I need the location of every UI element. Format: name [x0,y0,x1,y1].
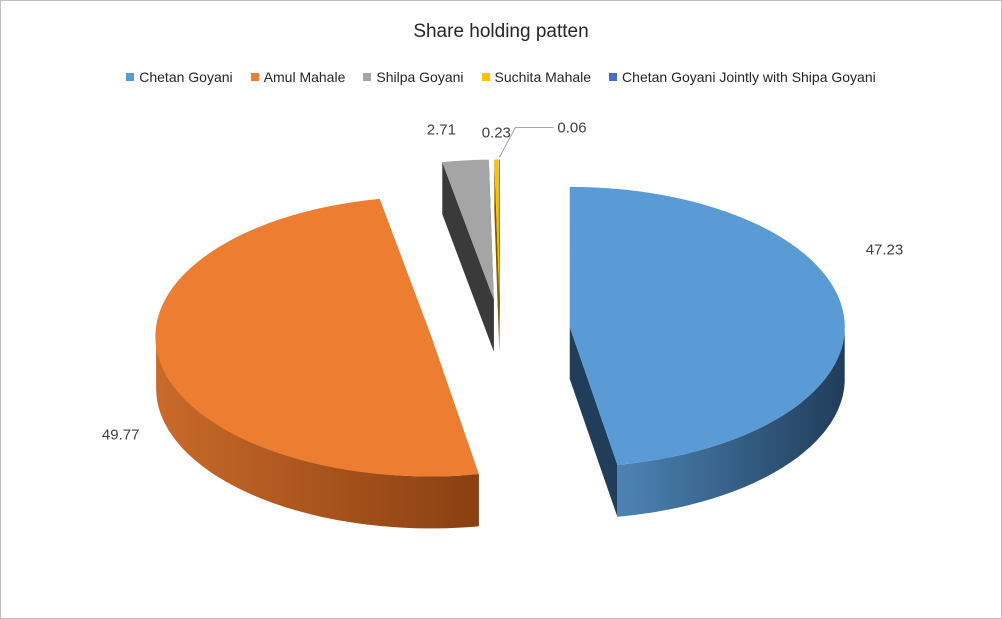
slice-amul-mahale [155,198,479,477]
legend-label: Shilpa Goyani [376,69,464,85]
slice-wall-chetan-goyani-jointly-with-shipa-goyani [498,159,500,352]
chart-title: Share holding patten [413,21,589,42]
legend-swatch [609,73,618,81]
legend-label: Chetan Goyani [139,69,233,85]
legend-label: Amul Mahale [263,69,346,85]
slice-shilpa-goyani [442,159,494,300]
slice-wall-suchita-mahale [494,159,500,352]
chart-legend: Chetan Goyani Amul Mahale Shilpa Goyani Suc… [1,69,1001,85]
slice-wall-shilpa-goyani [442,162,494,352]
pie-tops [155,159,845,477]
legend-item-amul-mahale: Amul Mahale [250,69,346,85]
legend-swatch [126,73,135,81]
legend-label: Suchita Mahale [494,69,592,85]
slice-side-chetan-goyani [617,326,845,517]
data-label-amul-mahale: 49.77 [102,427,140,444]
legend-label: Chetan Goyani Jointly with Shipa Goyani [622,69,876,85]
data-label-chetan-goyani: 47.23 [866,242,904,259]
slice-chetan-goyani [569,186,845,465]
legend-item-chetan-goyani: Chetan Goyani [126,69,233,85]
legend-item-suchita-mahale: Suchita Mahale [481,69,592,85]
data-label-chetan-goyani-jointly-with-shipa-goyani: 0.06 [557,120,586,137]
legend-swatch [481,73,490,81]
data-label-shilpa-goyani: 2.71 [427,121,456,138]
legend-item-shilpa-goyani: Shilpa Goyani [363,69,464,85]
data-labels: 47.23 49.77 2.71 0.23 0.06 [102,120,903,444]
slice-side-amul-mahale [156,336,479,529]
leader-line-chetan-goyani-jointly-with-shipa-goyani [498,126,554,158]
data-label-suchita-mahale: 0.23 [482,125,511,142]
legend-swatch [363,73,372,81]
legend-item-chetan-goyani-jointly-with-shipa-goyani: Chetan Goyani Jointly with Shipa Goyani [609,69,876,85]
legend-swatch [250,73,259,81]
slice-wall-end-chetan-goyani [569,326,618,517]
slice-suchita-mahale [494,159,500,300]
slice-chetan-goyani-jointly-with-shipa-goyani [498,159,500,300]
